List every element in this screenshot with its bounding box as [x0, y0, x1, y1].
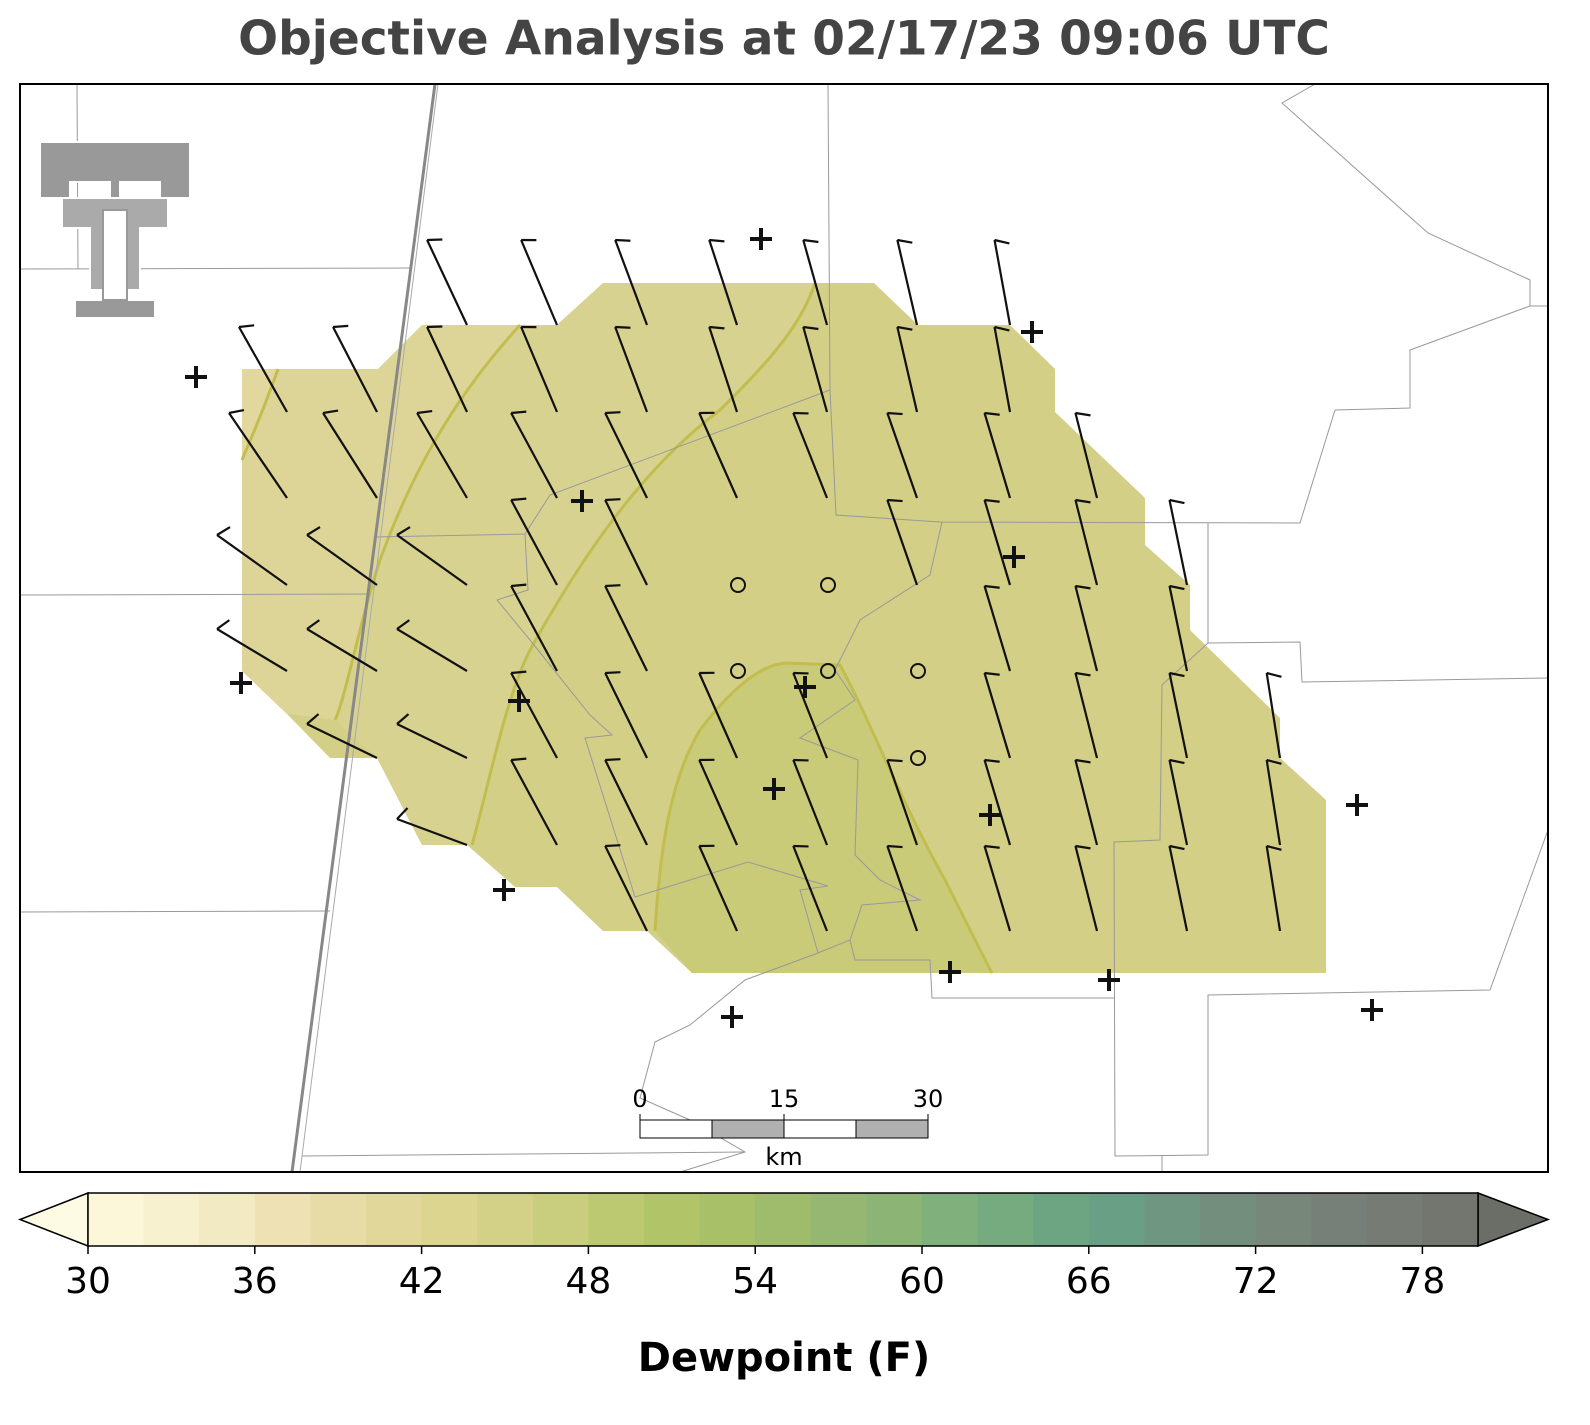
scale-segment — [856, 1120, 928, 1138]
colorbar-band — [644, 1193, 700, 1246]
title: Objective Analysis at 02/17/23 09:06 UTC — [238, 12, 1330, 67]
wind-barb-flag — [709, 327, 724, 328]
colorbar-tick-label: 66 — [1066, 1261, 1112, 1302]
wind-barb-flag — [605, 499, 620, 500]
wind-barb-flag — [605, 845, 620, 846]
scale-segment — [712, 1120, 784, 1138]
wind-barb-flag — [887, 760, 902, 761]
colorbar-band — [255, 1193, 311, 1246]
colorbar-band — [366, 1193, 422, 1246]
colorbar-band — [1311, 1193, 1367, 1246]
colorbar-band — [755, 1193, 811, 1246]
wind-barb-flag — [887, 413, 902, 414]
colorbar-extend-high — [1478, 1193, 1548, 1246]
colorbar-band — [477, 1193, 533, 1246]
colorbar-band — [700, 1193, 756, 1246]
wind-barb-flag — [333, 326, 348, 327]
colorbar-band — [1089, 1193, 1145, 1246]
wind-barb-flag — [427, 239, 442, 240]
wind-barb-flag — [887, 846, 902, 847]
wind-barb-flag — [615, 327, 630, 328]
colorbar-tick-label: 48 — [565, 1261, 611, 1302]
colorbar-band — [588, 1193, 644, 1246]
colorbar-band — [978, 1193, 1034, 1246]
colorbar-tick-label: 78 — [1399, 1261, 1445, 1302]
colorbar-tick-label: 60 — [899, 1261, 945, 1302]
colorbar-band — [1144, 1193, 1200, 1246]
wind-barb-flag — [605, 585, 620, 586]
colorbar-band — [144, 1193, 200, 1246]
colorbar-label: Dewpoint (F) — [638, 1335, 931, 1381]
wind-barb-flag — [427, 326, 442, 327]
colorbar-tick-label: 72 — [1233, 1261, 1279, 1302]
colorbar: Dewpoint (F) 30 36 42 48 54 60 66 72 78 — [20, 1193, 1548, 1381]
colorbar-band — [1422, 1193, 1478, 1246]
scale-unit: km — [765, 1143, 802, 1171]
map: km 0 15 30 — [20, 84, 1548, 1172]
colorbar-band — [1200, 1193, 1256, 1246]
wind-barb-flag — [605, 759, 620, 760]
colorbar-tick-label: 42 — [399, 1261, 445, 1302]
wind-barb-flag — [605, 412, 620, 413]
wind-barb-flag — [511, 585, 526, 586]
colorbar-band — [422, 1193, 478, 1246]
wind-barb-flag — [887, 500, 902, 501]
scale-segment — [640, 1120, 712, 1138]
colorbar-band — [533, 1193, 589, 1246]
colorbar-extend-low — [20, 1193, 88, 1246]
colorbar-band — [310, 1193, 366, 1246]
colorbar-band — [922, 1193, 978, 1246]
colorbar-band — [199, 1193, 255, 1246]
wind-barb-flag — [709, 240, 724, 241]
wind-barb-flag — [511, 412, 526, 413]
colorbar-band — [1367, 1193, 1423, 1246]
colorbar-band — [1033, 1193, 1089, 1246]
wind-barb-flag — [511, 759, 526, 760]
wind-barb-flag — [511, 499, 526, 500]
scale-segment — [784, 1120, 856, 1138]
colorbar-band — [1256, 1193, 1312, 1246]
colorbar-tick-label: 54 — [732, 1261, 778, 1302]
scale-tick-label: 0 — [632, 1085, 647, 1113]
colorbar-band — [811, 1193, 867, 1246]
logo-shape — [103, 210, 127, 300]
colorbar-band — [88, 1193, 144, 1246]
wind-barb-flag — [605, 672, 620, 673]
scale-tick-label: 30 — [913, 1085, 944, 1113]
scale-tick-label: 15 — [769, 1085, 800, 1113]
colorbar-tick-label: 30 — [65, 1261, 111, 1302]
wind-barb-flag — [511, 672, 526, 673]
colorbar-tick-label: 36 — [232, 1261, 278, 1302]
colorbar-band — [866, 1193, 922, 1246]
wind-barb-flag — [615, 240, 630, 241]
